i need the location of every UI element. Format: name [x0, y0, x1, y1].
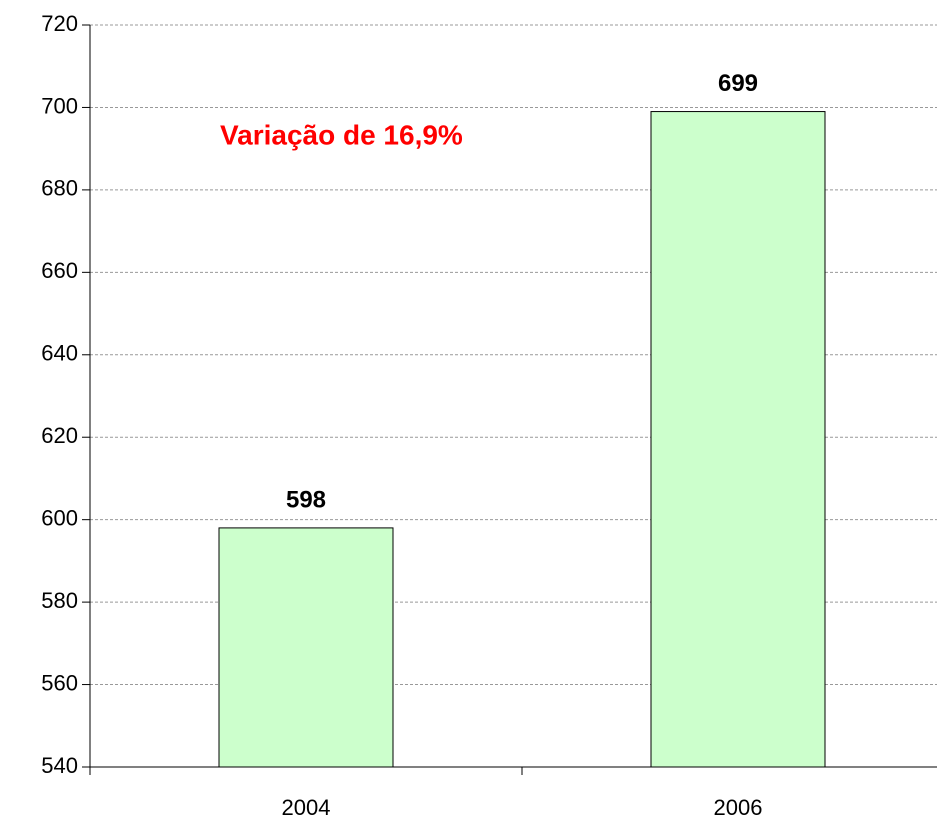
y-tick-label: 580	[41, 588, 78, 613]
y-tick-label: 540	[41, 753, 78, 778]
y-tick-label: 620	[41, 423, 78, 448]
y-tick-label: 660	[41, 258, 78, 283]
bar	[650, 111, 826, 768]
bar	[218, 527, 394, 768]
value-label: 598	[286, 486, 326, 513]
y-tick-label: 600	[41, 505, 78, 530]
y-tick-label: 560	[41, 670, 78, 695]
y-tick-label: 720	[41, 11, 78, 36]
x-tick-label: 2006	[714, 795, 763, 820]
value-label: 699	[718, 70, 758, 97]
y-tick-label: 680	[41, 176, 78, 201]
y-tick-label: 700	[41, 93, 78, 118]
x-tick-label: 2004	[282, 795, 331, 820]
y-tick-label: 640	[41, 341, 78, 366]
annotation: Variação de 16,9%	[220, 119, 463, 150]
